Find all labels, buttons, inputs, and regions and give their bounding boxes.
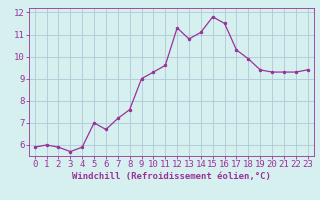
X-axis label: Windchill (Refroidissement éolien,°C): Windchill (Refroidissement éolien,°C)	[72, 172, 271, 181]
